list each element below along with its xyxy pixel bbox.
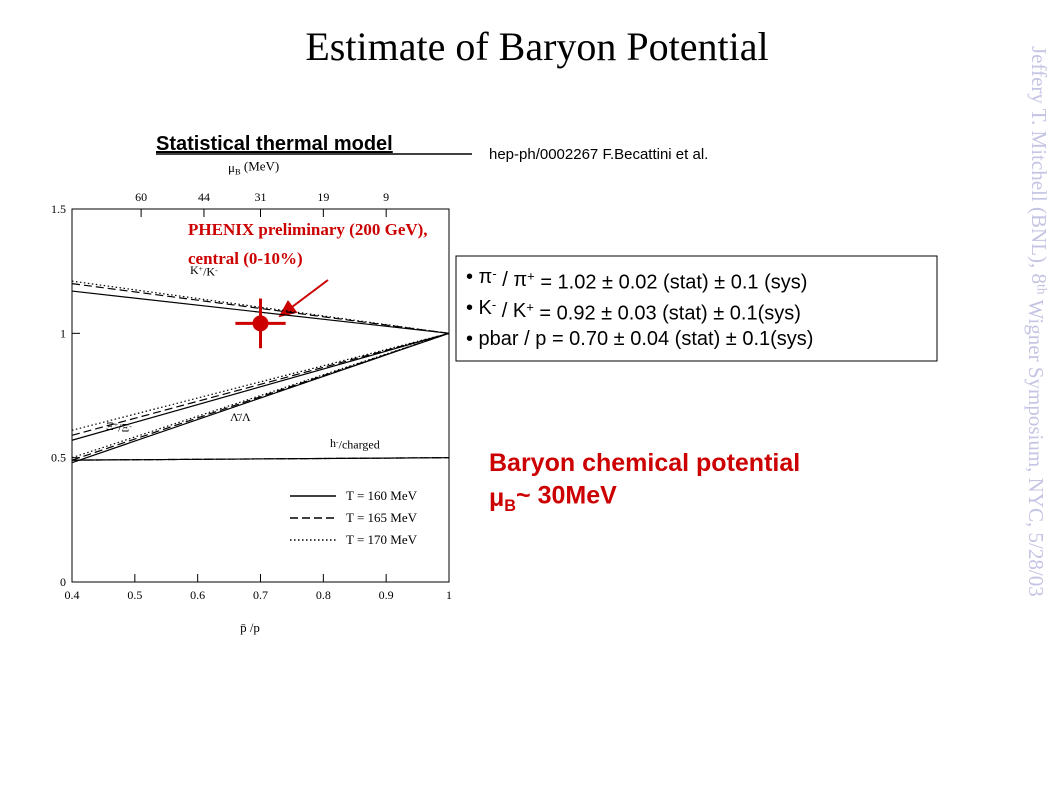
- curve: [71, 332, 450, 459]
- text-piece: /K: [203, 265, 215, 279]
- text-piece: = 1.02 ± 0.02 (stat) ± 0.1 (sys): [535, 272, 808, 294]
- curve: [71, 332, 450, 461]
- text-piece: Baryon chemical potential: [489, 449, 800, 477]
- text-piece: /charged: [339, 438, 380, 452]
- annotation-arrow: [278, 279, 329, 318]
- legend-label: T = 170 MeV: [346, 532, 418, 547]
- x2-axis-label: μB (MeV): [228, 159, 279, 177]
- x-tick-label: 0.7: [253, 588, 268, 602]
- legend-label: T = 160 MeV: [346, 488, 418, 503]
- text-piece: h: [330, 436, 336, 450]
- plot: 0.4 0.5 0.6 0.7 0.8 0.9 1 60 44 31 19 9 0 0.5 1 1.5 p̄ /…: [51, 159, 452, 635]
- text-piece: / π: [497, 269, 527, 291]
- x2-tick-label: 9: [383, 190, 389, 204]
- y-tick-label: 1: [60, 326, 66, 340]
- reference: hep-ph/0002267 F.Becattini et al.: [489, 146, 708, 163]
- slide-title: Estimate of Baryon Potential: [305, 24, 768, 69]
- x-tick-label: 0.9: [379, 588, 394, 602]
- text-piece: K: [190, 263, 199, 277]
- y-tick-label: 0.5: [51, 451, 66, 465]
- x2-tick-label: 60: [135, 190, 147, 204]
- text-piece: • K: [466, 297, 493, 319]
- curve: [71, 332, 450, 436]
- x2-tick-label: 44: [198, 190, 210, 204]
- text-piece: -: [492, 266, 496, 281]
- text-piece: -: [215, 266, 218, 275]
- conclusion-line: Baryon chemical potential: [489, 449, 800, 477]
- text-piece: p̄ /p: [240, 620, 260, 635]
- curve: [71, 280, 450, 334]
- data-point: [252, 315, 269, 332]
- footer: Jeffery T. Mitchell (BNL), 8th Wigner Sy…: [1024, 46, 1051, 597]
- curve-label: h-/charged: [330, 436, 380, 452]
- results-box: [455, 255, 938, 362]
- text-piece: μ: [489, 484, 504, 512]
- annotation: PHENIX preliminary (200 GeV),: [188, 220, 428, 239]
- text-piece: μ: [228, 160, 235, 175]
- x-tick-label: 0.4: [65, 588, 80, 602]
- text-piece: = 0.92 ± 0.03 (stat) ± 0.1(sys): [534, 303, 801, 325]
- text-piece: (MeV): [241, 159, 280, 174]
- x-tick-label: 0.8: [316, 588, 331, 602]
- y-tick-label: 0: [60, 575, 66, 589]
- y-tick-label: 1.5: [51, 202, 66, 216]
- conclusion: Baryon chemical potential μB~ 30MeV: [489, 449, 800, 515]
- text-piece: ~ 30MeV: [516, 481, 617, 509]
- x2-tick-label: 31: [255, 190, 267, 204]
- legend-label: T = 165 MeV: [346, 510, 418, 525]
- x-tick-label: 1: [446, 588, 452, 602]
- text-piece: -: [129, 422, 132, 431]
- bullet: • π- / π+ = 1.02 ± 0.02 (stat) ± 0.1 (sy…: [466, 266, 807, 294]
- curve-label: Ξ+/Ξ-: [106, 419, 132, 435]
- curve: [71, 457, 450, 461]
- annotation: central (0-10%): [188, 249, 303, 268]
- x-tick-label: 0.5: [127, 588, 142, 602]
- text-piece: +: [527, 269, 535, 284]
- x-axis-label: p̄ /p: [240, 620, 260, 635]
- x2-tick-label: 19: [317, 190, 329, 204]
- text-piece: Jeffery T. Mitchell (BNL), 8: [1027, 46, 1051, 284]
- conclusion-line: μB~ 30MeV: [489, 481, 617, 515]
- text-piece: +: [114, 420, 119, 429]
- curve-label: K+/K-: [190, 263, 218, 279]
- bullet: • K- / K+ = 0.92 ± 0.03 (stat) ± 0.1(sys…: [466, 297, 801, 325]
- curve-label: Λ̄/Λ: [230, 410, 251, 424]
- text-piece: Ξ: [106, 419, 114, 433]
- footer-text: Jeffery T. Mitchell (BNL), 8th Wigner Sy…: [1024, 46, 1051, 597]
- bullet: • pbar / p = 0.70 ± 0.04 (stat) ± 0.1(sy…: [466, 328, 813, 350]
- text-piece: / K: [496, 300, 527, 322]
- text-piece: Λ̄/Λ: [230, 410, 251, 424]
- text-piece: B: [235, 167, 241, 177]
- text-piece: +: [526, 300, 534, 315]
- model-name: Statistical thermal model: [156, 133, 393, 155]
- x-tick-label: 0.6: [190, 588, 205, 602]
- curve: [71, 457, 450, 461]
- text-piece: /Ξ: [118, 421, 129, 435]
- text-piece: Wigner Symposium, NYC, 5/28/03: [1024, 295, 1048, 597]
- text-piece: • π: [466, 266, 492, 288]
- curve: [71, 332, 450, 431]
- results: • π- / π+ = 1.02 ± 0.02 (stat) ± 0.1 (sy…: [466, 266, 813, 350]
- text-piece: -: [492, 297, 496, 312]
- text-piece: +: [199, 264, 204, 273]
- curve: [71, 332, 450, 441]
- text-piece: -: [336, 437, 339, 446]
- text-piece: B: [504, 497, 516, 515]
- text-piece: th: [1034, 284, 1049, 295]
- text-piece: • pbar / p = 0.70 ± 0.04 (stat) ± 0.1(sy…: [466, 328, 813, 350]
